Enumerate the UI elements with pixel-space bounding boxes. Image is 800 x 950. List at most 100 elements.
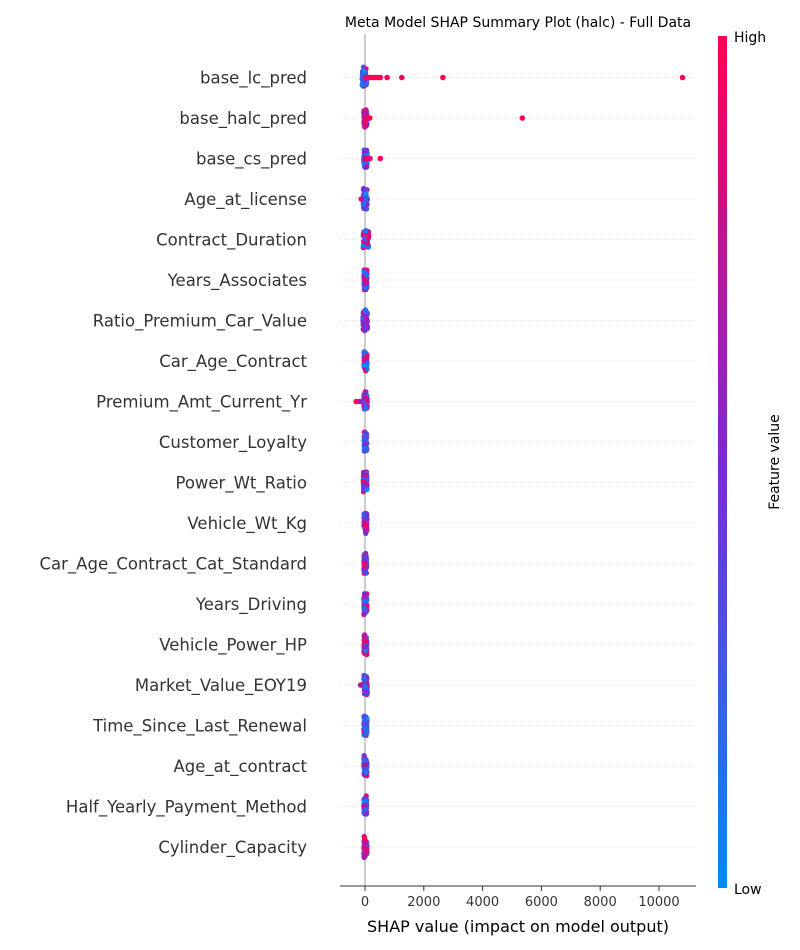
feature-label: Age_at_contract [173,757,307,777]
shap-point [363,190,369,197]
shap-point [361,276,367,282]
shap-point-outlier [366,115,373,121]
feature-label: Vehicle_Power_HP [159,636,307,656]
shap-point [364,363,370,369]
colorbar-title: Feature value [767,414,783,510]
feature-label: Vehicle_Wt_Kg [187,514,307,534]
shap-point-outlier [399,74,405,81]
shap-point [364,324,370,330]
feature-label: Cylinder_Capacity [158,838,307,858]
shap-point [364,164,370,170]
shap-point [363,228,369,234]
feature-label: Half_Yearly_Payment_Method [66,798,307,818]
feature-label: Age_at_license [184,190,307,210]
shap-point [361,676,367,682]
shap-point [360,472,367,478]
feature-row [361,267,370,293]
shap-point [362,308,368,314]
shap-point-outlier [440,74,446,81]
shap-point [363,765,370,772]
shap-point [359,82,365,88]
feature-label: Power_Wt_Ratio [175,474,307,494]
shap-point-outlier [679,74,686,81]
shap-point [362,281,368,287]
feature-row [358,185,370,212]
shap-point [363,389,369,395]
x-tick-label: 8000 [584,895,617,910]
shap-point [362,433,368,439]
colorbar-high-label: High [734,30,766,46]
shap-point [362,806,368,812]
x-axis-label: SHAP value (impact on model output) [367,917,669,936]
shap-point [362,119,368,125]
shap-point [362,313,368,319]
shap-point [361,835,368,841]
feature-row [361,107,526,130]
feature-label: Car_Age_Contract_Cat_Standard [40,555,307,575]
shap-point-outlier [384,74,390,81]
feature-label: Time_Since_Last_Renewal [92,717,307,737]
feature-label: base_cs_pred [196,150,307,170]
shap-point [363,726,369,732]
feature-label: Years_Driving [195,595,307,615]
shap-point-outlier [357,682,364,688]
x-tick-label: 6000 [525,895,558,910]
colorbar [718,36,727,888]
feature-row [361,429,370,454]
shap-point [362,553,368,560]
feature-label: Years_Associates [167,271,307,291]
x-ticks: 0 2000 4000 6000 8000 10000 [361,886,680,910]
feature-label: Premium_Amt_Current_Yr [96,393,307,413]
shap-point [364,272,370,278]
shap-point [362,198,368,204]
feature-label: Customer_Loyalty [159,433,307,453]
shap-point [363,757,369,763]
shap-point-outlier [356,398,363,405]
feature-row [357,672,370,698]
shap-point-outlier [519,115,526,121]
shap-point [363,522,369,528]
x-tick-label: 0 [361,895,369,910]
shap-point [363,848,370,854]
feature-row [361,713,370,739]
shap-point [364,527,370,533]
x-tick-label: 10000 [638,895,679,910]
feature-row [361,591,370,618]
feature-row [360,228,372,251]
feature-label: base_lc_pred [200,69,307,89]
feature-label: Market_Value_EOY19 [135,676,307,696]
shap-point [364,447,370,453]
shap-point [363,638,369,644]
shap-point [361,349,367,355]
feature-row [359,64,686,89]
feature-row [361,793,370,817]
feature-label: Contract_Duration [156,231,307,251]
shap-point [362,632,368,638]
chart-title: Meta Model SHAP Summary Plot (halc) - Fu… [345,15,691,31]
colorbar-low-label: Low [734,882,762,898]
feature-row [361,833,370,861]
feature-label: Ratio_Premium_Car_Value [93,312,307,332]
shap-point-outlier [358,196,365,202]
shap-point-outlier [377,74,384,81]
feature-rows [353,64,686,861]
shap-point [361,713,367,719]
row-guides [340,77,696,848]
shap-point [361,854,367,861]
shap-point [363,395,369,401]
shap-point-outlier [367,155,373,162]
feature-row [360,469,370,495]
shap-point [363,404,369,410]
shap-point [364,486,370,493]
shap-point [362,441,368,447]
shap-point [364,689,370,695]
shap-point [362,841,369,847]
feature-label: base_halc_pred [179,109,307,129]
shap-point [361,511,368,517]
feature-row [361,550,370,576]
shap-point [361,563,367,569]
x-tick-label: 4000 [466,895,499,910]
feature-row [361,632,370,658]
feature-row [360,307,371,334]
